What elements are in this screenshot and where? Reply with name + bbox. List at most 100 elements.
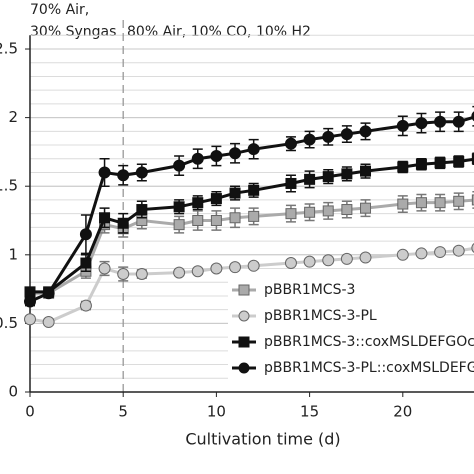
marker bbox=[396, 248, 409, 261]
marker bbox=[210, 150, 223, 163]
marker bbox=[341, 204, 353, 216]
marker bbox=[229, 261, 242, 274]
marker bbox=[471, 194, 474, 206]
marker bbox=[304, 206, 316, 218]
marker bbox=[98, 262, 111, 275]
marker bbox=[359, 251, 372, 264]
y-tick-label: 1.5 bbox=[0, 177, 18, 195]
marker bbox=[99, 212, 111, 224]
legend-bg bbox=[228, 305, 474, 327]
marker bbox=[42, 316, 55, 329]
marker bbox=[285, 177, 297, 189]
marker bbox=[415, 197, 427, 209]
marker bbox=[360, 202, 372, 214]
marker bbox=[79, 228, 92, 241]
marker bbox=[303, 255, 316, 268]
marker bbox=[360, 165, 372, 177]
marker bbox=[210, 215, 222, 227]
annotation: 80% Air, 10% CO, 10% H2 bbox=[127, 24, 311, 40]
marker bbox=[136, 204, 148, 216]
marker bbox=[397, 161, 409, 173]
marker bbox=[434, 246, 447, 259]
marker bbox=[415, 117, 428, 130]
legend-bg bbox=[228, 279, 474, 301]
y-tick-label: 0.5 bbox=[0, 314, 18, 332]
marker bbox=[117, 217, 129, 229]
marker bbox=[135, 268, 148, 281]
marker bbox=[248, 184, 260, 196]
marker bbox=[229, 187, 241, 199]
marker bbox=[24, 313, 36, 326]
x-tick-label: 5 bbox=[118, 403, 128, 421]
legend-label: pBBR1MCS-3-PL bbox=[264, 308, 377, 324]
marker bbox=[471, 242, 474, 253]
marker bbox=[434, 115, 447, 128]
x-axis-label: Cultivation time (d) bbox=[185, 430, 340, 449]
marker bbox=[229, 147, 242, 160]
marker bbox=[415, 247, 428, 260]
marker bbox=[322, 205, 334, 217]
marker bbox=[322, 254, 335, 267]
x-tick-label: 10 bbox=[207, 403, 226, 421]
legend-label: pBBR1MCS-3-PL::coxMSLDEFGO bbox=[264, 360, 474, 376]
marker bbox=[452, 244, 465, 257]
y-tick-label: 1 bbox=[8, 245, 18, 263]
marker bbox=[173, 159, 186, 172]
marker bbox=[415, 158, 427, 170]
marker bbox=[210, 193, 222, 205]
marker bbox=[191, 152, 204, 165]
annotation: 70% Air, bbox=[30, 2, 89, 18]
marker bbox=[471, 153, 474, 165]
legend-bg bbox=[228, 357, 474, 379]
marker bbox=[248, 210, 260, 222]
marker bbox=[117, 169, 130, 182]
marker bbox=[396, 119, 409, 132]
marker bbox=[135, 166, 148, 179]
legend-bg bbox=[228, 331, 474, 353]
annotation: 30% Syngas bbox=[30, 24, 116, 40]
marker bbox=[304, 173, 316, 185]
marker bbox=[340, 128, 353, 141]
legend-label: pBBR1MCS-3::coxMSLDEFGOc bbox=[264, 334, 474, 350]
marker bbox=[340, 252, 353, 265]
marker bbox=[117, 268, 130, 281]
marker bbox=[285, 208, 297, 220]
marker bbox=[359, 125, 372, 138]
marker bbox=[42, 287, 55, 300]
marker bbox=[80, 257, 92, 269]
marker bbox=[192, 197, 204, 209]
marker bbox=[247, 143, 260, 156]
marker bbox=[79, 299, 92, 312]
marker bbox=[173, 219, 185, 231]
y-tick-label: 2 bbox=[8, 108, 18, 126]
marker bbox=[24, 286, 36, 298]
marker bbox=[434, 157, 446, 169]
marker bbox=[24, 295, 36, 308]
marker bbox=[341, 168, 353, 180]
marker bbox=[471, 111, 474, 122]
marker bbox=[322, 130, 335, 143]
legend-marker bbox=[238, 310, 250, 322]
marker bbox=[397, 198, 409, 210]
marker bbox=[191, 265, 204, 278]
marker bbox=[453, 156, 465, 168]
marker bbox=[452, 115, 465, 128]
marker bbox=[284, 257, 297, 270]
y-tick-label: 2.5 bbox=[0, 40, 18, 58]
marker bbox=[453, 195, 465, 207]
marker bbox=[284, 137, 297, 150]
legend-marker bbox=[238, 336, 250, 348]
x-tick-label: 0 bbox=[25, 403, 35, 421]
marker bbox=[322, 171, 334, 183]
legend-marker bbox=[238, 284, 250, 296]
y-tick-label: 0 bbox=[8, 383, 18, 401]
x-tick-label: 20 bbox=[393, 403, 412, 421]
marker bbox=[192, 215, 204, 227]
marker bbox=[173, 201, 185, 213]
marker bbox=[247, 259, 260, 272]
marker bbox=[434, 197, 446, 209]
marker bbox=[210, 262, 223, 275]
marker bbox=[173, 266, 186, 279]
marker bbox=[229, 212, 241, 224]
